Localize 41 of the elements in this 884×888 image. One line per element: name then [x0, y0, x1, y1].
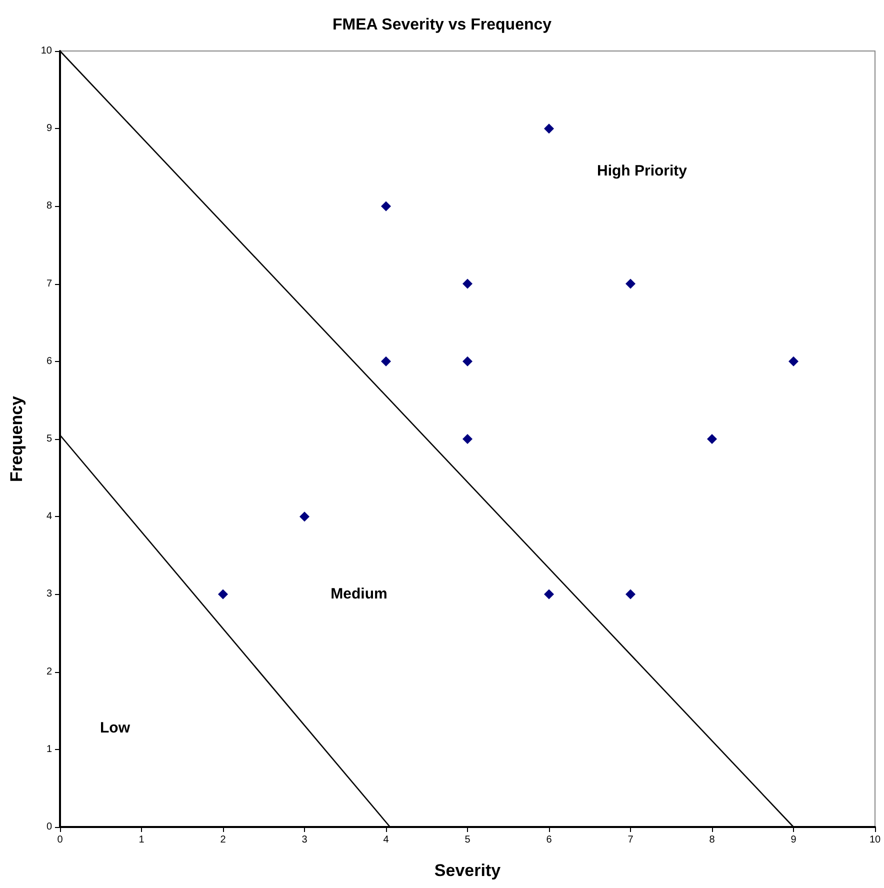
x-tick-label: 2: [220, 834, 226, 846]
annotation: Medium: [330, 586, 388, 602]
annotation: Low: [100, 720, 130, 736]
annotation: High Priority: [596, 162, 688, 180]
point: [626, 278, 636, 289]
y-tick-label: 7: [46, 278, 52, 290]
y-tick-label: 1: [46, 744, 52, 755]
x-tick-label: 1: [138, 834, 145, 846]
point: [788, 356, 798, 366]
x-tick-label: 3: [302, 834, 308, 846]
point: [544, 124, 554, 134]
y-tick-label: 5: [46, 434, 52, 444]
x-axis-title: Severity: [434, 861, 502, 880]
y-tick-label: 0: [46, 822, 52, 832]
point: [707, 434, 717, 444]
point: [462, 278, 472, 289]
point: [218, 589, 228, 600]
y-tick-label: 10: [40, 46, 52, 56]
x-tick-label: 5: [464, 834, 471, 846]
x-tick-label: 6: [546, 834, 552, 846]
chart-title: FMEA Severity vs Frequency: [332, 16, 552, 34]
point: [300, 512, 310, 522]
point: [544, 589, 554, 600]
point: [462, 434, 472, 444]
x-tick-label: 7: [628, 834, 634, 846]
point: [381, 201, 391, 212]
x-tick-label: 9: [790, 834, 797, 846]
y-tick-label: 8: [46, 200, 52, 212]
x-tick-label: 4: [383, 834, 390, 846]
y-axis-title: Frequency: [7, 395, 26, 482]
point: [626, 589, 636, 600]
y-tick-label: 2: [46, 666, 52, 678]
x-tick-label: 0: [57, 834, 64, 846]
y-tick-label: 4: [46, 511, 52, 522]
x-tick-label: 8: [709, 834, 716, 846]
y-tick-label: 3: [46, 588, 52, 600]
y-tick-label: 9: [46, 123, 52, 134]
x-tick-label: 10: [869, 834, 881, 846]
y-tick-label: 6: [46, 356, 52, 367]
point: [381, 356, 391, 366]
point: [462, 356, 472, 366]
